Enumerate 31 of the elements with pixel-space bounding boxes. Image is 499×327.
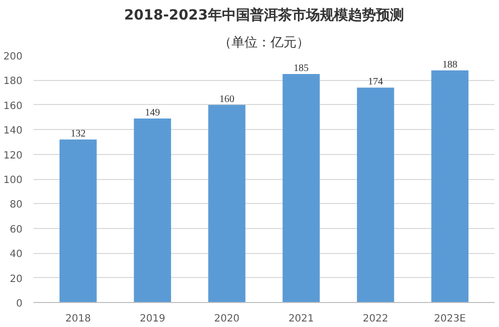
- y-tick-label: 20: [10, 274, 23, 285]
- x-tick-label: 2019: [140, 314, 166, 324]
- y-tick-label: 60: [10, 224, 23, 236]
- y-tick-label: 140: [3, 126, 23, 137]
- data-label: 149: [144, 107, 160, 118]
- bar: [356, 88, 394, 302]
- bar: [134, 118, 172, 302]
- x-tick-label: 2020: [214, 314, 240, 324]
- bar: [60, 139, 97, 302]
- bar: [282, 74, 320, 302]
- chart-subtitle: （单位：亿元）: [218, 36, 310, 50]
- x-tick-label: 2023E: [434, 314, 466, 324]
- data-label: 160: [219, 94, 234, 105]
- bar: [431, 70, 468, 302]
- y-tick-label: 120: [3, 150, 23, 162]
- x-tick-label: 2021: [288, 314, 314, 324]
- y-tick-label: 80: [10, 200, 23, 211]
- data-label: 174: [368, 76, 384, 88]
- chart-title: 2018-2023年中国普洱茶市场规模趋势预测: [124, 6, 404, 24]
- data-label: 132: [70, 128, 86, 140]
- y-tick-label: 0: [16, 298, 23, 310]
- x-tick-label: 2018: [65, 314, 91, 324]
- data-label: 185: [294, 63, 309, 74]
- bar: [208, 104, 246, 302]
- y-tick-label: 200: [3, 52, 23, 62]
- y-tick-label: 40: [10, 249, 23, 260]
- y-tick-label: 180: [3, 76, 23, 88]
- y-tick-label: 160: [3, 100, 23, 112]
- x-tick-label: 2022: [362, 314, 388, 324]
- y-tick-label: 100: [3, 175, 23, 186]
- data-label: 188: [442, 59, 458, 70]
